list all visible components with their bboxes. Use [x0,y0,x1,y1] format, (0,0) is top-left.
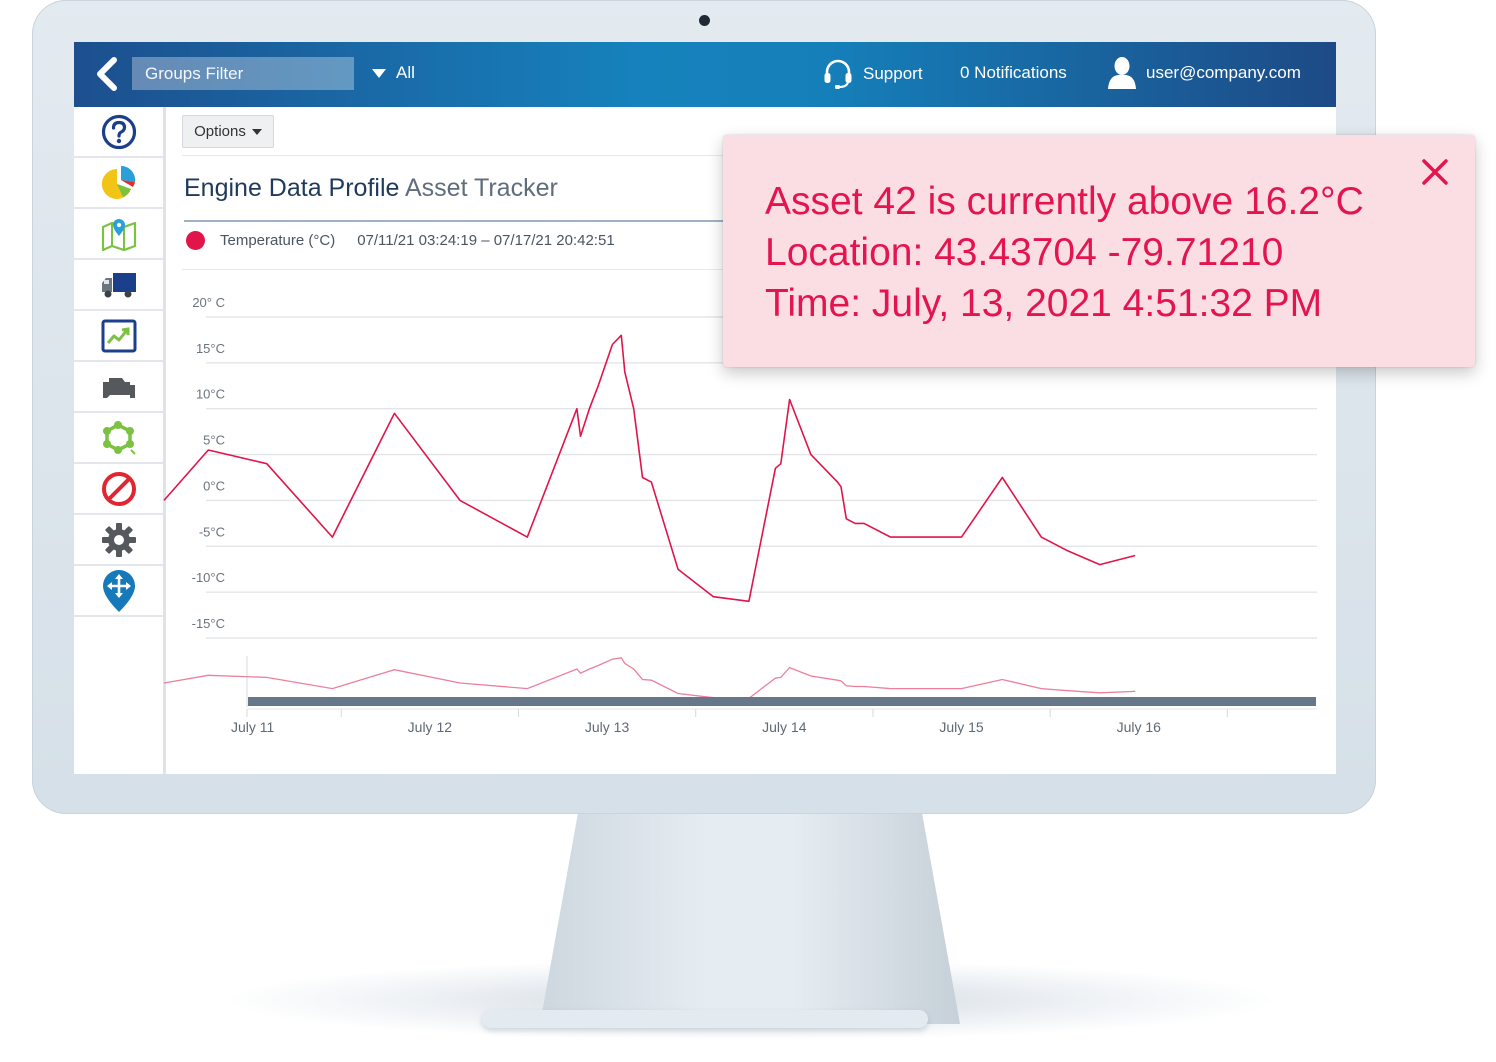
support-link[interactable]: Support [822,58,923,90]
user-menu[interactable]: user@company.com [1106,56,1301,90]
monitor-stand [540,814,960,1024]
sidebar-item-engine[interactable] [74,362,163,413]
temperature-chart[interactable]: 20° C 15°C 10°C 5°C 0°C -5°C -10°C -15°C July 1… [74,42,1336,774]
y-tick-label: 10°C [196,387,225,402]
chart-grid [206,316,1317,639]
sidebar-item-trends[interactable] [74,311,163,362]
groups-filter-input[interactable]: Groups Filter [132,57,354,90]
sidebar-item-navigate[interactable] [74,566,163,617]
alert-line-time: Time: July, 13, 2021 4:51:32 PM [765,282,1323,325]
legend-date-range: 07/11/21 03:24:19 – 07/17/21 20:42:51 [357,232,615,249]
y-tick-label: 20° C [192,295,225,310]
no-entry-icon [101,471,136,506]
x-tick-label: July 12 [408,719,453,735]
move-pin-icon [102,569,135,612]
x-tick-label: July 15 [939,719,984,735]
y-tick-label: 0°C [203,478,225,493]
x-tick-label: July 14 [762,719,807,735]
y-tick-label: 5°C [203,433,225,448]
truck-icon [101,272,136,297]
support-label: Support [863,64,923,83]
options-label: Options [194,123,246,140]
notifications-link[interactable]: 0 Notifications [960,63,1067,82]
alert-line-location: Location: 43.43704 -79.71210 [765,231,1284,274]
headset-icon [824,59,852,89]
monitor-base [482,1010,928,1028]
legend-marker[interactable] [186,231,205,250]
page-title-sub: Asset Tracker [404,174,558,202]
navigator-series-line [163,657,1136,700]
camera-dot [699,15,710,26]
filter-dropdown-value: All [396,63,415,82]
top-bar: Groups Filter All Support 0 Notification… [74,42,1336,107]
y-tick-label: -5°C [199,524,225,539]
sidebar-item-help[interactable] [74,107,163,158]
alert-popup: Asset 42 is currently above 16.2°C Locat… [723,135,1475,367]
engine-icon [102,377,135,398]
zone-icon [102,420,136,455]
sidebar-item-settings[interactable] [74,515,163,566]
back-arrow-icon[interactable] [92,56,122,92]
chart-navigator[interactable] [163,656,1316,707]
page-title-main: Engine Data Profile [184,174,400,202]
screen: Groups Filter All Support 0 Notification… [74,42,1336,774]
triangle-down-icon [372,68,386,78]
close-icon[interactable] [1418,155,1452,189]
map-pin-icon [101,218,136,251]
sidebar-item-zones[interactable] [74,413,163,464]
help-icon [101,114,136,149]
gear-icon [101,522,136,557]
x-tick-label: July 11 [231,719,275,735]
alert-line-threshold: Asset 42 is currently above 16.2°C [765,180,1364,223]
user-icon [1108,57,1136,89]
sidebar-item-vehicles[interactable] [74,260,163,311]
chart-legend: Temperature (°C) 07/11/21 03:24:19 – 07/… [186,231,615,250]
legend-series-label[interactable]: Temperature (°C) [220,232,336,249]
x-tick-label: July 16 [1117,719,1162,735]
options-button[interactable]: Options [182,115,274,148]
filter-dropdown[interactable]: All [372,63,415,83]
y-tick-label: 15°C [196,341,225,356]
sidebar-item-reports[interactable] [74,158,163,209]
y-tick-label: -15°C [192,616,225,631]
user-email: user@company.com [1146,63,1301,82]
x-axis: July 11 July 12 July 13 July 14 July 15 July … [231,708,1317,735]
navigator-scrollbar[interactable] [248,697,1316,706]
y-axis: 20° C 15°C 10°C 5°C 0°C -5°C -10°C -15°C [192,295,225,631]
pie-chart-icon [101,165,135,199]
chart-series[interactable] [163,334,1136,603]
trend-chart-icon [101,319,136,352]
page-title: Engine Data Profile Asset Tracker [184,174,558,203]
temperature-line[interactable] [163,334,1136,603]
x-tick-label: July 13 [585,719,630,735]
sidebar-item-map[interactable] [74,209,163,260]
sidebar-item-exceptions[interactable] [74,464,163,515]
caret-down-icon [251,128,262,135]
y-tick-label: -10°C [192,570,225,585]
sidebar [74,107,166,774]
